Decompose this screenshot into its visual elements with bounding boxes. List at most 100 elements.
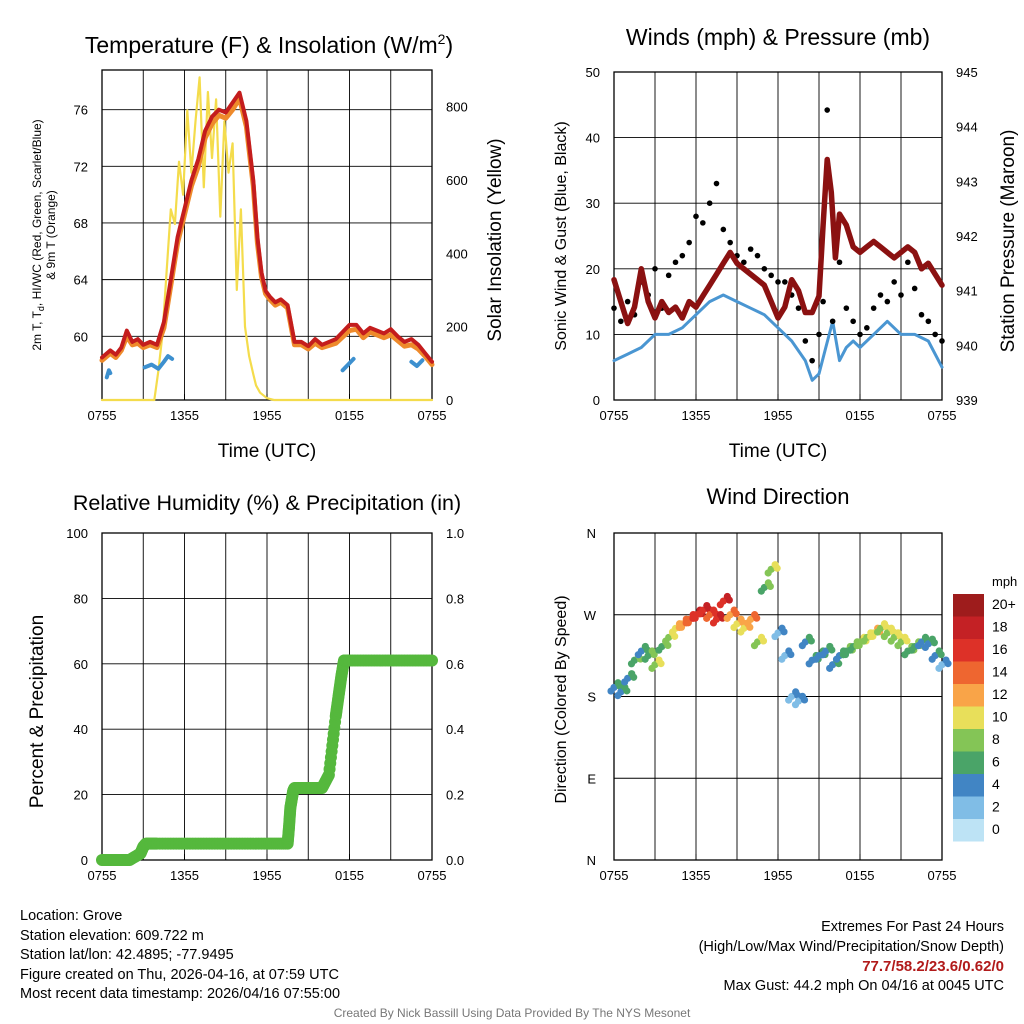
credit-text: Created By Nick Bassill Using Data Provi…	[333, 1006, 691, 1020]
legend-swatch	[953, 594, 984, 617]
direction-point	[668, 628, 677, 636]
temperature-chart: 0755 1355 1955 0155 0755 60 64 68 72 76 0 200 400 600…	[30, 31, 506, 462]
gust-point	[727, 239, 733, 246]
direction-point	[807, 637, 815, 645]
gust-point	[870, 305, 877, 311]
gust-point	[686, 239, 692, 246]
legend-swatch	[953, 684, 984, 707]
gust-point	[850, 318, 856, 325]
gust-point	[672, 259, 679, 266]
gust-point	[911, 285, 918, 292]
direction-point	[846, 646, 854, 654]
x-tick-label: 0755	[418, 868, 447, 883]
y2-tick-label: 939	[956, 393, 978, 408]
y-axis-label-part: , HI/WC (Red, Green, Scarlet/Blue)	[30, 119, 44, 306]
y-tick-label: 10	[586, 327, 600, 342]
x-axis-label: Time (UTC)	[729, 441, 828, 462]
gust-point	[754, 252, 761, 259]
y-tick-label: W	[584, 608, 597, 623]
winds-chart: 0755 1355 1955 0155 075501020304050939940941…	[553, 24, 1019, 462]
direction-point	[903, 637, 911, 645]
gust-point	[939, 338, 945, 344]
x-tick-label: 1955	[764, 408, 793, 423]
chart-title: Relative Humidity (%) & Precipitation (i…	[73, 491, 461, 515]
x-tick-label: 0755	[88, 868, 117, 883]
gust-point	[884, 298, 891, 305]
y-tick-label: 72	[74, 159, 88, 174]
legend-swatch	[953, 706, 984, 729]
humidity-precip-chart: 0755 1355 1955 0155 07550204060801000.00.20.…	[27, 491, 464, 883]
y-tick-label: 0	[81, 853, 88, 868]
direction-point	[853, 642, 861, 650]
y2-tick-label: 1.0	[446, 526, 464, 541]
created-text: Figure created on Thu, 2026-04-16, at 07…	[20, 966, 339, 983]
y-tick-label: 64	[74, 273, 88, 288]
x-tick-label: 0755	[418, 408, 447, 423]
direction-point	[839, 651, 847, 659]
legend-label: 6	[992, 754, 1000, 770]
direction-point	[800, 696, 809, 704]
speed-legend: mph 20+ 18 16 14 12 10 8 6 4 2 0	[953, 574, 1017, 842]
gust-point	[775, 279, 781, 285]
direction-point	[614, 691, 622, 700]
gust-point	[905, 259, 911, 266]
chart-title: Winds (mph) & Pressure (mb)	[626, 24, 930, 50]
plot-frame	[613, 532, 943, 861]
direction-point	[716, 601, 724, 609]
gust-point	[706, 200, 713, 206]
direction-point	[621, 678, 629, 686]
direction-point	[826, 664, 834, 672]
direction-point	[730, 623, 738, 632]
direction-point	[880, 632, 888, 641]
direction-point	[682, 619, 690, 627]
y-axis-label: 2m T, Td, HI/WC (Red, Green, Scarlet/Blu…	[30, 119, 46, 350]
legend-label: 18	[992, 619, 1008, 635]
direction-point	[785, 696, 793, 704]
gust-point	[816, 331, 822, 338]
direction-point	[937, 650, 945, 659]
x-tick-label: 0755	[928, 868, 957, 883]
direction-point	[798, 642, 806, 650]
y-tick-label: 30	[586, 196, 600, 211]
direction-point	[791, 701, 800, 709]
legend-swatch	[953, 819, 984, 842]
y2-tick-label: 800	[446, 100, 468, 115]
legend-label: 2	[992, 799, 1000, 815]
x-tick-label: 0755	[600, 408, 629, 423]
y-axis-label: Sonic Wind & Gust (Blue, Black)	[553, 121, 570, 350]
y2-tick-label: 600	[446, 173, 468, 188]
direction-point	[623, 687, 631, 695]
gust-point	[782, 279, 788, 285]
y-tick-label: E	[587, 771, 596, 786]
y-tick-label: 40	[586, 131, 600, 146]
gust-point	[720, 226, 727, 233]
direction-point	[759, 637, 768, 645]
direction-point	[703, 614, 711, 622]
x-tick-label: 1355	[682, 408, 711, 423]
y2-tick-label: 400	[446, 246, 468, 261]
wind-series	[612, 293, 944, 382]
gust-point	[809, 357, 815, 364]
legend-swatch	[953, 774, 984, 797]
dewpoint-series	[104, 368, 113, 380]
direction-point	[650, 650, 658, 659]
direction-point	[828, 646, 836, 654]
gust-point	[877, 292, 884, 298]
y-axis-label-line2: & 9m T (Orange)	[44, 190, 58, 280]
direction-point	[780, 628, 788, 636]
y-tick-label: N	[587, 853, 596, 868]
direction-point	[812, 655, 820, 663]
y-tick-label: S	[587, 690, 596, 705]
plot-frame	[101, 69, 433, 401]
y-axis-label: Percent & Precipitation	[27, 615, 48, 808]
gust-point	[652, 266, 658, 272]
title-superscript: 2	[438, 31, 446, 47]
y-tick-label: 60	[74, 657, 88, 672]
y-tick-label: 76	[74, 103, 88, 118]
chart-title: Wind Direction	[706, 484, 849, 509]
x-tick-label: 0755	[600, 868, 629, 883]
recent-text: Most recent data timestamp: 2026/04/16 0…	[20, 986, 341, 1002]
direction-point	[737, 628, 745, 636]
direction-point	[689, 614, 697, 622]
